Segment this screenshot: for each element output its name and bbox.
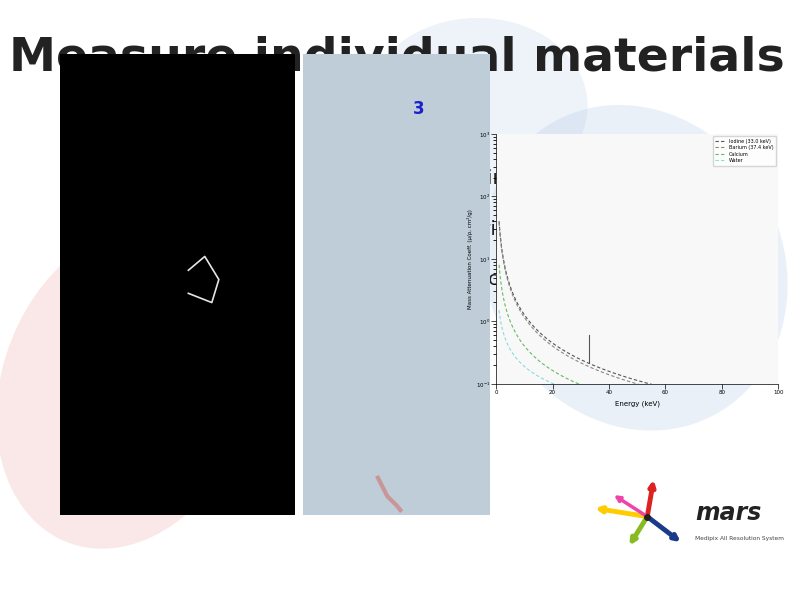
Calcium	[686, 411, 696, 418]
Iodine (33.0 keV)	[617, 372, 626, 380]
Calcium	[607, 392, 617, 399]
Barium (37.4 keV)	[712, 399, 722, 406]
Text: Medipix All Resolution System: Medipix All Resolution System	[695, 536, 784, 541]
Barium (37.4 keV)	[717, 399, 727, 406]
Text: Calcium: normal bone: Calcium: normal bone	[457, 270, 671, 289]
Barium (37.4 keV)	[522, 318, 532, 325]
Barium (37.4 keV)	[713, 399, 723, 406]
Text: Iodine: Pulmonary circulation: Iodine: Pulmonary circulation	[457, 169, 741, 188]
Barium (37.4 keV)	[773, 399, 783, 406]
Ellipse shape	[0, 225, 258, 549]
Legend: Iodine (33.0 keV), Barium (37.4 keV), Calcium, Water: Iodine (33.0 keV), Barium (37.4 keV), Ca…	[712, 136, 776, 165]
Iodine (33.0 keV)	[773, 399, 783, 406]
Iodine (33.0 keV)	[717, 396, 727, 403]
Calcium	[712, 415, 722, 422]
Calcium	[717, 416, 727, 423]
Iodine (33.0 keV)	[522, 315, 532, 322]
Line: Iodine (33.0 keV): Iodine (33.0 keV)	[499, 221, 778, 403]
Iodine (33.0 keV)	[607, 369, 617, 376]
Ellipse shape	[483, 105, 788, 431]
Ellipse shape	[365, 18, 588, 196]
Text: Barium: Lung: Barium: Lung	[457, 220, 587, 239]
Water	[495, 307, 504, 314]
Barium (37.4 keV)	[495, 219, 504, 226]
Water	[617, 399, 626, 406]
Water	[686, 410, 696, 417]
Water	[773, 419, 783, 427]
Calcium	[617, 395, 626, 402]
Water	[522, 365, 532, 372]
Calcium	[773, 424, 783, 431]
Text: mars: mars	[695, 502, 761, 525]
X-axis label: Energy (keV): Energy (keV)	[615, 400, 660, 407]
Iodine (33.0 keV)	[686, 390, 696, 397]
Barium (37.4 keV)	[686, 394, 696, 401]
Barium (37.4 keV)	[617, 375, 626, 383]
Iodine (33.0 keV)	[734, 399, 744, 406]
Barium (37.4 keV)	[607, 372, 617, 380]
Text: Measure individual materials: Measure individual materials	[9, 36, 785, 81]
Line: Water: Water	[499, 311, 778, 423]
Water	[712, 413, 722, 420]
Water	[717, 414, 727, 421]
Iodine (33.0 keV)	[712, 395, 722, 402]
Iodine (33.0 keV)	[495, 218, 504, 225]
Y-axis label: Mass Attenuation Coeff. (μ/ρ, cm²/g): Mass Attenuation Coeff. (μ/ρ, cm²/g)	[467, 209, 473, 309]
Text: 3: 3	[413, 100, 425, 118]
Calcium	[495, 261, 504, 268]
Calcium	[522, 346, 532, 353]
Line: Calcium: Calcium	[499, 265, 778, 427]
Line: Barium (37.4 keV): Barium (37.4 keV)	[499, 223, 778, 403]
Water	[607, 397, 617, 405]
